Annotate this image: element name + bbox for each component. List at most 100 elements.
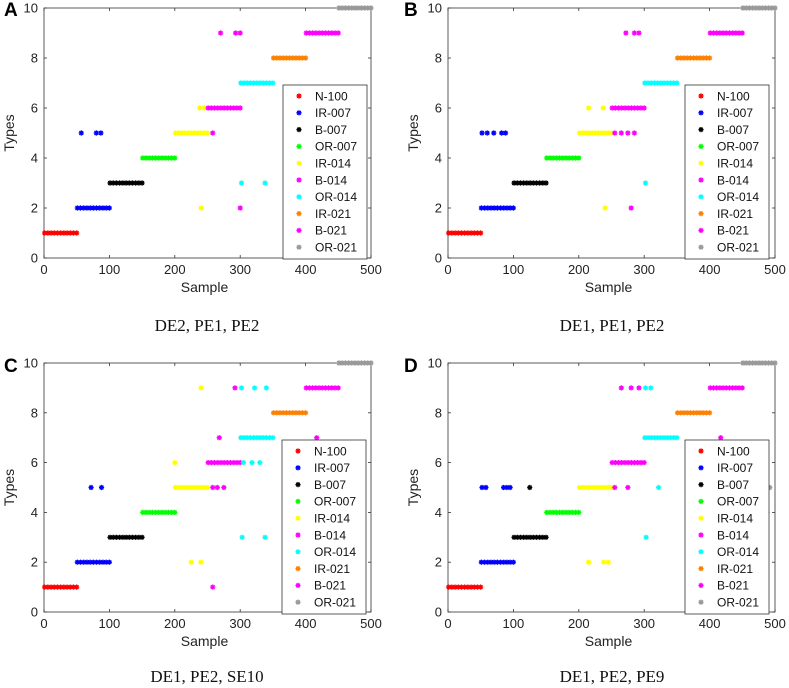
data-point — [488, 559, 494, 565]
legend-label: B-014 — [717, 528, 749, 542]
data-point — [608, 484, 615, 491]
data-point — [296, 410, 302, 416]
data-point — [227, 460, 234, 466]
data-point — [599, 484, 605, 491]
data-point — [510, 205, 516, 211]
y-tick-label: 0 — [435, 251, 442, 266]
y-tick-label: 6 — [31, 101, 38, 116]
legend-marker — [698, 465, 704, 471]
data-point — [188, 484, 195, 491]
legend-marker — [296, 227, 302, 233]
data-point — [349, 5, 355, 11]
data-point — [622, 105, 628, 111]
data-point — [156, 509, 162, 515]
data-point — [263, 80, 270, 86]
data-point — [772, 5, 778, 11]
data-point — [765, 5, 772, 11]
y-tick-label: 4 — [31, 151, 38, 166]
data-point — [237, 460, 243, 466]
outlier-point — [263, 385, 269, 391]
data-point — [537, 534, 543, 540]
y-tick-label: 6 — [31, 455, 38, 470]
data-point — [352, 360, 358, 366]
data-point — [478, 205, 484, 211]
outlier-point — [484, 130, 490, 136]
y-tick-label: 2 — [435, 555, 442, 570]
data-point — [455, 584, 461, 590]
data-point — [361, 360, 368, 366]
data-point — [172, 509, 178, 515]
data-point — [631, 460, 638, 466]
data-point — [238, 80, 244, 86]
data-point — [74, 584, 80, 590]
data-point — [478, 230, 484, 236]
outlier-point — [262, 180, 268, 186]
outlier-point — [601, 559, 607, 565]
data-point — [566, 509, 572, 515]
data-point — [365, 5, 371, 11]
x-tick-label: 100 — [503, 262, 525, 277]
data-point — [730, 385, 736, 391]
x-tick-label: 300 — [229, 616, 251, 631]
data-point — [349, 360, 355, 366]
data-point — [270, 410, 277, 416]
x-tick-label: 100 — [99, 616, 121, 631]
legend-label: B-014 — [717, 173, 749, 187]
outlier-point — [648, 385, 654, 391]
series-ir-014 — [172, 385, 211, 565]
panel-d: 0 100 200 300 400 500 0 2 4 6 8 10 Sample Types D DE1, … — [404, 356, 786, 687]
data-point — [605, 130, 611, 136]
data-point — [497, 205, 504, 211]
data-point — [706, 410, 713, 416]
data-point — [641, 460, 647, 466]
data-point — [655, 80, 661, 86]
data-point — [64, 584, 70, 590]
data-point — [192, 130, 198, 136]
legend-marker — [698, 127, 704, 133]
x-tick-label: 100 — [99, 262, 121, 277]
data-point — [149, 155, 155, 161]
panel-label: A — [4, 0, 18, 21]
data-point — [113, 534, 120, 540]
outlier-point — [642, 180, 649, 186]
series-b-014 — [205, 435, 243, 590]
data-point — [586, 130, 592, 136]
data-point — [703, 410, 709, 416]
data-point — [452, 230, 458, 236]
data-point — [446, 230, 452, 236]
data-point — [77, 559, 84, 565]
data-point — [106, 205, 112, 211]
legend-marker — [698, 194, 704, 200]
data-point — [517, 180, 524, 186]
data-point — [576, 509, 582, 515]
y-axis-label: Types — [1, 114, 17, 151]
data-point — [251, 80, 257, 86]
data-point — [74, 205, 80, 211]
data-point — [54, 230, 61, 236]
data-point — [241, 80, 247, 86]
y-tick-label: 10 — [24, 356, 38, 371]
data-point — [481, 205, 488, 211]
series-ir-007 — [478, 130, 516, 211]
legend-label: B-021 — [717, 579, 749, 593]
legend-marker — [296, 143, 302, 149]
outlier-point — [198, 559, 204, 565]
outlier-point — [631, 30, 637, 36]
data-point — [339, 360, 345, 366]
data-point — [645, 80, 651, 86]
legend-label: IR-014 — [717, 157, 753, 171]
data-point — [762, 360, 768, 366]
data-point — [671, 80, 677, 86]
panel-c: 0 100 200 300 400 500 0 2 4 6 8 10 Sample Types C DE1, … — [1, 356, 382, 687]
legend-label: OR-014 — [314, 545, 356, 559]
data-point — [224, 105, 230, 111]
data-point — [625, 105, 631, 111]
x-tick-label: 500 — [764, 616, 786, 631]
x-tick-label: 400 — [295, 262, 317, 277]
legend-label: B-007 — [315, 123, 347, 137]
legend-label: B-021 — [314, 579, 346, 593]
data-point — [283, 55, 289, 61]
data-point — [365, 360, 371, 366]
data-point — [107, 534, 113, 540]
